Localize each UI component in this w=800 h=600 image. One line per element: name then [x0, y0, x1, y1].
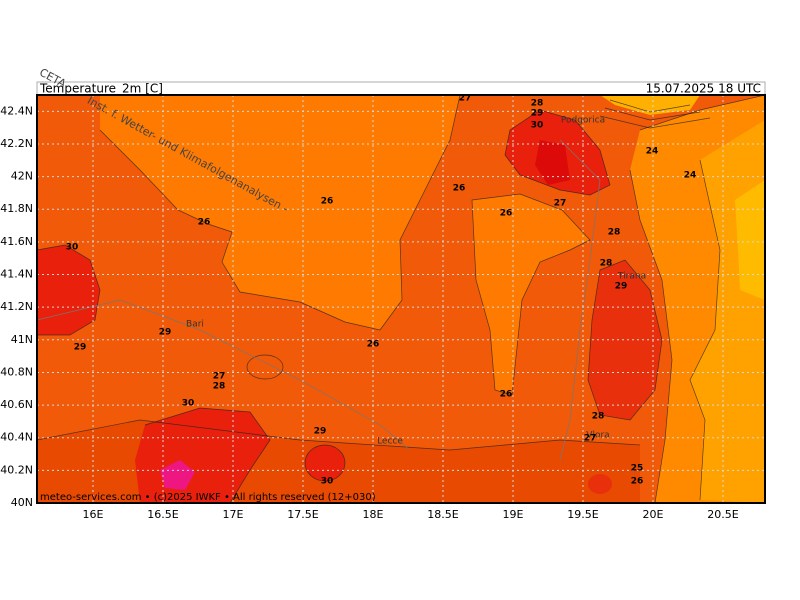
- field-hot: [37, 245, 100, 335]
- x-tick-label: 20.5E: [707, 508, 738, 521]
- footer: meteo-services.com • (c)2025 IWKF • All …: [40, 492, 376, 503]
- field-hot: [588, 260, 662, 420]
- y-tick-label: 40.2N: [0, 463, 33, 476]
- y-tick-label: 42N: [11, 170, 33, 183]
- contour-line: [37, 419, 641, 451]
- map-frame: [36, 94, 766, 504]
- contour-line: [629, 95, 765, 503]
- contour-label: 27: [584, 434, 597, 444]
- contour-label: 26: [453, 184, 466, 194]
- contour-label: 30: [321, 477, 334, 487]
- contour-label: 26: [631, 477, 644, 487]
- map-title: Temperature_2m [C]: [39, 82, 163, 96]
- x-tick-label: 19.5E: [567, 508, 598, 521]
- contour-label: 24: [684, 171, 697, 181]
- y-tick-label: 41.4N: [0, 268, 33, 281]
- contour-label: 26: [321, 197, 334, 207]
- contour-label: 30: [182, 399, 195, 409]
- x-tick-label: 16.5E: [147, 508, 178, 521]
- place-label: Lecce: [377, 437, 403, 447]
- field-hot: [305, 445, 345, 481]
- contour-line: [246, 354, 284, 380]
- place-label: Podgorica: [561, 116, 605, 126]
- contour-label: 24: [646, 147, 659, 157]
- contour-label: 29: [159, 328, 172, 338]
- contour-label: 28: [600, 259, 613, 269]
- contour-label: 28: [608, 228, 621, 238]
- contour-line: [599, 99, 711, 129]
- y-tick-label: 40N: [11, 496, 33, 509]
- contour-label: 26: [500, 390, 513, 400]
- field-extreme: [160, 460, 195, 490]
- y-tick-label: 40.6N: [0, 398, 33, 411]
- contour-line: [144, 407, 271, 503]
- contour-label: 28: [213, 382, 226, 392]
- contour-label: 26: [500, 209, 513, 219]
- contour-label: 26: [367, 340, 380, 350]
- contour-label: 29: [74, 343, 87, 353]
- place-label: Tirana: [617, 272, 646, 282]
- contour-label: 27: [213, 372, 226, 382]
- x-tick-label: 20E: [643, 508, 664, 521]
- contour-label: 28: [531, 99, 544, 109]
- place-label: Vlora: [586, 431, 609, 441]
- y-tick-label: 41.2N: [0, 300, 33, 313]
- field-cool-mountain: [600, 95, 700, 115]
- contour-line: [304, 444, 346, 482]
- graticule: [37, 95, 765, 503]
- y-tick-label: 41N: [11, 333, 33, 346]
- contour-label: 29: [314, 427, 327, 437]
- contour-label: 27: [554, 199, 567, 209]
- y-tick-label: 40.4N: [0, 431, 33, 444]
- field-cool: [472, 194, 590, 395]
- y-tick-label: 42.2N: [0, 137, 33, 150]
- x-tick-label: 18E: [363, 508, 384, 521]
- contour-label: 29: [531, 109, 544, 119]
- contour-line: [99, 95, 461, 331]
- contour-label: 30: [66, 243, 79, 253]
- contour-label: 25: [631, 464, 644, 474]
- field-hot: [588, 474, 612, 494]
- field-hottest: [535, 140, 570, 185]
- y-tick-label: 41.8N: [0, 202, 33, 215]
- valid-time: 15.07.2025 18 UTC: [646, 82, 761, 96]
- contour-line: [37, 244, 101, 336]
- contour-label: 26: [198, 218, 211, 228]
- x-tick-label: 17E: [223, 508, 244, 521]
- contour-label: 27: [459, 94, 472, 104]
- place-label: Bari: [186, 320, 204, 330]
- map-labels: 16E 16.5E 17E 17.5E 18E 18.5E 19E 19.5E 20E 20.5E…: [0, 94, 739, 522]
- contour-line: [689, 159, 721, 501]
- temperature-field: [37, 95, 765, 503]
- field-coolest: [735, 180, 765, 300]
- y-tick-label: 40.8N: [0, 365, 33, 378]
- x-tick-label: 17.5E: [287, 508, 318, 521]
- coastline: [37, 139, 601, 461]
- x-tick-label: 19E: [503, 508, 524, 521]
- contour-label: 29: [615, 282, 628, 292]
- y-tick-label: 42.4N: [0, 104, 33, 117]
- x-tick-label: 16E: [83, 508, 104, 521]
- contour-label: 28: [592, 412, 605, 422]
- contour-line: [471, 193, 591, 396]
- contour-label: 30: [531, 121, 544, 131]
- x-tick-label: 18.5E: [427, 508, 458, 521]
- field-cool: [100, 95, 460, 330]
- y-tick-label: 41.6N: [0, 235, 33, 248]
